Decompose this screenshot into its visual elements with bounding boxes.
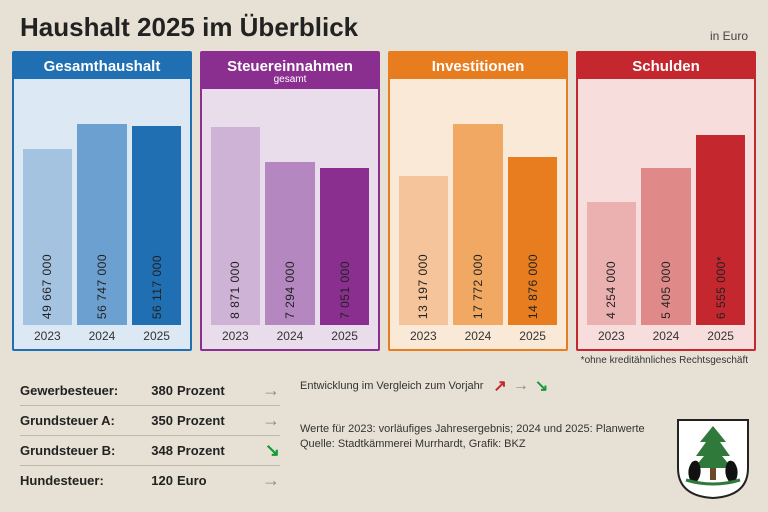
bar-value-label: 6 555 000* [714, 250, 728, 325]
tax-row: Gewerbesteuer:380Prozent→ [20, 376, 280, 406]
tax-row: Grundsteuer B:348Prozent↘ [20, 436, 280, 466]
legend: Entwicklung im Vergleich zum Vorjahr ↗ → ↘ [300, 376, 748, 396]
trend-arrow-icon: ↘ [232, 440, 280, 461]
panel-subtitle: gesamt [202, 75, 378, 86]
year-label: 2025 [707, 329, 734, 343]
charts-row: Gesamthaushalt 49 667 000 56 747 000 56 117… [0, 51, 768, 351]
panel-title: Gesamthaushalt [14, 53, 190, 79]
bar: 8 871 000 [211, 127, 260, 325]
trend-arrow-icon: → [232, 410, 280, 431]
year-label: 2023 [34, 329, 61, 343]
tax-value: 380 [135, 383, 177, 398]
footnote: *ohne kreditähnliches Rechtsgeschäft [0, 351, 768, 366]
bar: 7 294 000 [265, 162, 314, 325]
tax-name: Grundsteuer A: [20, 413, 135, 428]
chart-panel: Gesamthaushalt 49 667 000 56 747 000 56 117… [12, 51, 192, 351]
tax-unit: Prozent [177, 413, 232, 428]
crest-icon [676, 418, 750, 500]
bar-value-label: 4 254 000 [604, 255, 618, 325]
bar-value-label: 17 772 000 [471, 248, 485, 325]
bar-value-label: 7 294 000 [283, 255, 297, 325]
trend-arrow-icon: → [232, 380, 280, 401]
bar-value-label: 56 117 000 [150, 249, 164, 325]
tax-table: Gewerbesteuer:380Prozent→Grundsteuer A:3… [20, 376, 280, 495]
year-label: 2025 [331, 329, 358, 343]
year-label: 2023 [410, 329, 437, 343]
bar-value-label: 5 405 000 [659, 255, 673, 325]
tax-unit: Prozent [177, 383, 232, 398]
legend-arrow-icon: ↘ [535, 376, 548, 396]
panel-title: Steuereinnahmengesamt [202, 53, 378, 89]
legend-arrow-icon: → [513, 377, 529, 395]
tax-unit: Euro [177, 473, 232, 488]
panel-title: Schulden [578, 53, 754, 79]
tax-value: 120 [135, 473, 177, 488]
trend-arrow-icon: → [232, 470, 280, 491]
tax-value: 350 [135, 413, 177, 428]
page-title: Haushalt 2025 im Überblick [20, 12, 358, 43]
year-label: 2024 [465, 329, 492, 343]
tax-name: Hundesteuer: [20, 473, 135, 488]
year-label: 2024 [653, 329, 680, 343]
panel-years: 2023 2024 2025 [202, 325, 378, 349]
chart-panel: Investitionen 13 197 000 17 772 000 14 876 … [388, 51, 568, 351]
bar: 56 747 000 [77, 124, 126, 325]
bar: 5 405 000 [641, 168, 690, 325]
panel-body: 4 254 000 5 405 000 6 555 000* [578, 79, 754, 325]
bar: 4 254 000 [587, 202, 636, 325]
panel-body: 8 871 000 7 294 000 7 051 000 [202, 89, 378, 325]
panel-title: Investitionen [390, 53, 566, 79]
bar: 17 772 000 [453, 124, 502, 325]
year-label: 2024 [89, 329, 116, 343]
year-label: 2023 [222, 329, 249, 343]
bar-value-label: 8 871 000 [228, 255, 242, 325]
year-label: 2024 [277, 329, 304, 343]
unit-label: in Euro [710, 29, 748, 43]
bar: 49 667 000 [23, 149, 72, 325]
chart-panel: Schulden4 254 0005 405 0006 555 000*2023… [576, 51, 756, 351]
tax-row: Grundsteuer A:350Prozent→ [20, 406, 280, 436]
bar-value-label: 7 051 000 [338, 255, 352, 325]
bar: 56 117 000 [132, 126, 181, 325]
tax-value: 348 [135, 443, 177, 458]
bar: 13 197 000 [399, 176, 448, 325]
panel-body: 13 197 000 17 772 000 14 876 000 [390, 79, 566, 325]
panel-years: 2023 2024 2025 [390, 325, 566, 349]
legend-label: Entwicklung im Vergleich zum Vorjahr [300, 380, 483, 392]
tax-name: Grundsteuer B: [20, 443, 135, 458]
bar: 14 876 000 [508, 157, 557, 325]
bar-value-label: 56 747 000 [95, 248, 109, 325]
bar-value-label: 13 197 000 [416, 248, 430, 325]
chart-panel: Steuereinnahmengesamt 8 871 000 7 294 000 7… [200, 51, 380, 351]
legend-arrow-icon: ↗ [493, 376, 506, 396]
panel-years: 2023 2024 2025 [14, 325, 190, 349]
bar: 7 051 000 [320, 168, 369, 325]
panel-body: 49 667 000 56 747 000 56 117 000 [14, 79, 190, 325]
panel-years: 2023 2024 2025 [578, 325, 754, 349]
bar-value-label: 14 876 000 [526, 248, 540, 325]
bar: 6 555 000* [696, 135, 745, 325]
bar-value-label: 49 667 000 [40, 248, 54, 325]
year-label: 2025 [519, 329, 546, 343]
tax-row: Hundesteuer:120Euro→ [20, 466, 280, 495]
year-label: 2025 [143, 329, 170, 343]
tax-unit: Prozent [177, 443, 232, 458]
year-label: 2023 [598, 329, 625, 343]
tax-name: Gewerbesteuer: [20, 383, 135, 398]
